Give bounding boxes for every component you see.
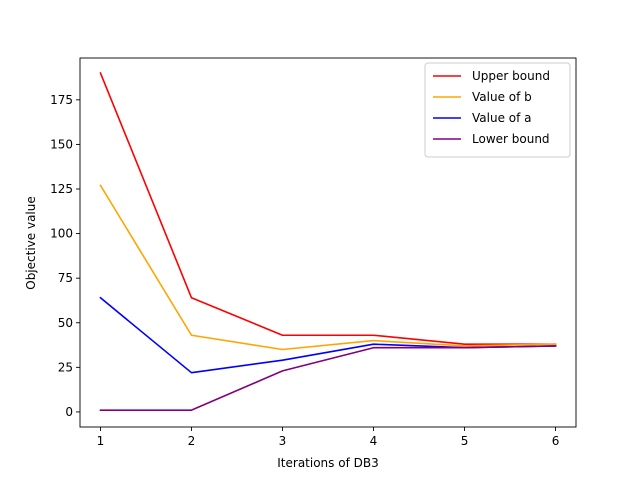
axes-frame <box>79 57 577 428</box>
legend: Upper bound Value of b Value of a Lower bou… <box>424 62 571 158</box>
x-tick-label: 4 <box>370 434 378 448</box>
series-line-1 <box>99 72 557 345</box>
x-tick-label: 5 <box>461 434 469 448</box>
axes: 1 2 3 4 5 6 0 25 50 75 100 125 150 175 <box>50 57 577 448</box>
y-tick-label: 100 <box>50 227 73 241</box>
y-tick-label: 0 <box>65 405 73 419</box>
x-tick-label: 3 <box>279 434 287 448</box>
legend-label: Lower bound <box>472 132 550 146</box>
x-tick-label: 1 <box>97 434 105 448</box>
legend-label: Value of b <box>472 90 532 104</box>
series-line-2 <box>99 184 557 351</box>
plot-area <box>99 72 557 411</box>
y-tick-label: 125 <box>50 182 73 196</box>
legend-box <box>424 62 571 158</box>
x-tick-label: 2 <box>188 434 196 448</box>
y-tick-label: 175 <box>50 93 73 107</box>
y-tick-label: 25 <box>58 360 73 374</box>
series-line-4 <box>99 345 557 411</box>
legend-label: Value of a <box>472 111 532 125</box>
y-tick-label: 75 <box>58 271 73 285</box>
y-axis-label: Objective value <box>24 196 38 290</box>
legend-label: Upper bound <box>472 69 550 83</box>
x-tick-label: 6 <box>552 434 560 448</box>
y-tick-label: 50 <box>58 316 73 330</box>
x-axis-label: Iterations of DB3 <box>277 456 378 470</box>
y-tick-label: 150 <box>50 137 73 151</box>
